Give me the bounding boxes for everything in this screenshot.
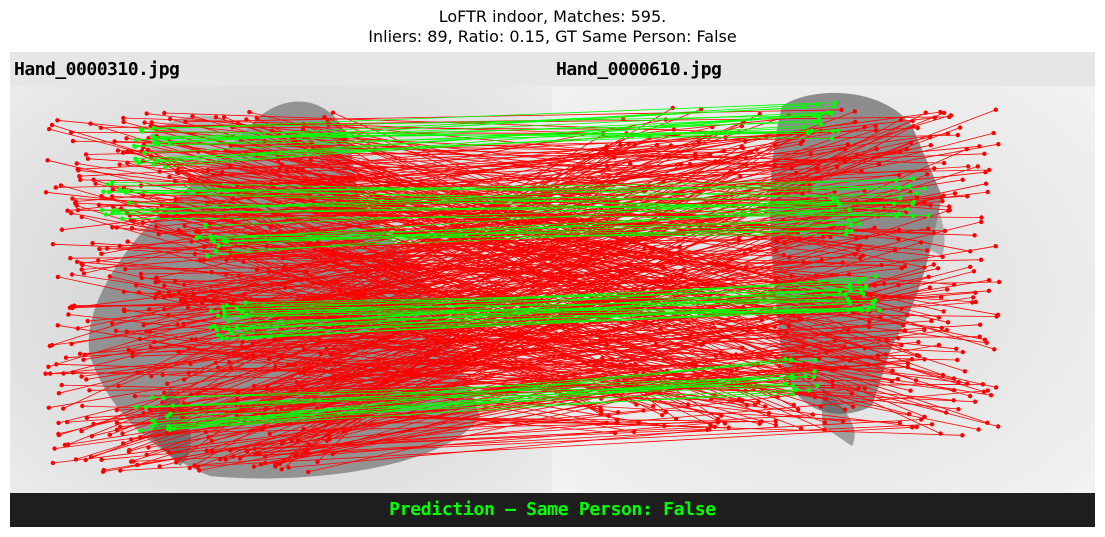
prediction-text: Prediction — Same Person: False xyxy=(389,499,716,520)
figure-title: LoFTR indoor, Matches: 595. Inliers: 89,… xyxy=(0,7,1105,47)
right-filename-bar: Hand_0000610.jpg xyxy=(552,52,1095,86)
left-image-panel: Hand_0000310.jpg xyxy=(10,52,552,493)
match-figure: Hand_0000310.jpg Hand_0000610.jpg xyxy=(10,52,1095,527)
title-line-1: LoFTR indoor, Matches: 595. xyxy=(438,7,667,26)
left-hand-photo xyxy=(10,86,552,493)
left-filename-label: Hand_0000310.jpg xyxy=(14,59,180,80)
title-line-2: Inliers: 89, Ratio: 0.15, GT Same Person… xyxy=(368,27,737,46)
right-filename-label: Hand_0000610.jpg xyxy=(556,59,722,80)
left-filename-bar: Hand_0000310.jpg xyxy=(10,52,552,86)
prediction-footer: Prediction — Same Person: False xyxy=(10,493,1095,527)
right-image-panel: Hand_0000610.jpg xyxy=(552,52,1095,493)
right-hand-photo xyxy=(552,86,1095,493)
